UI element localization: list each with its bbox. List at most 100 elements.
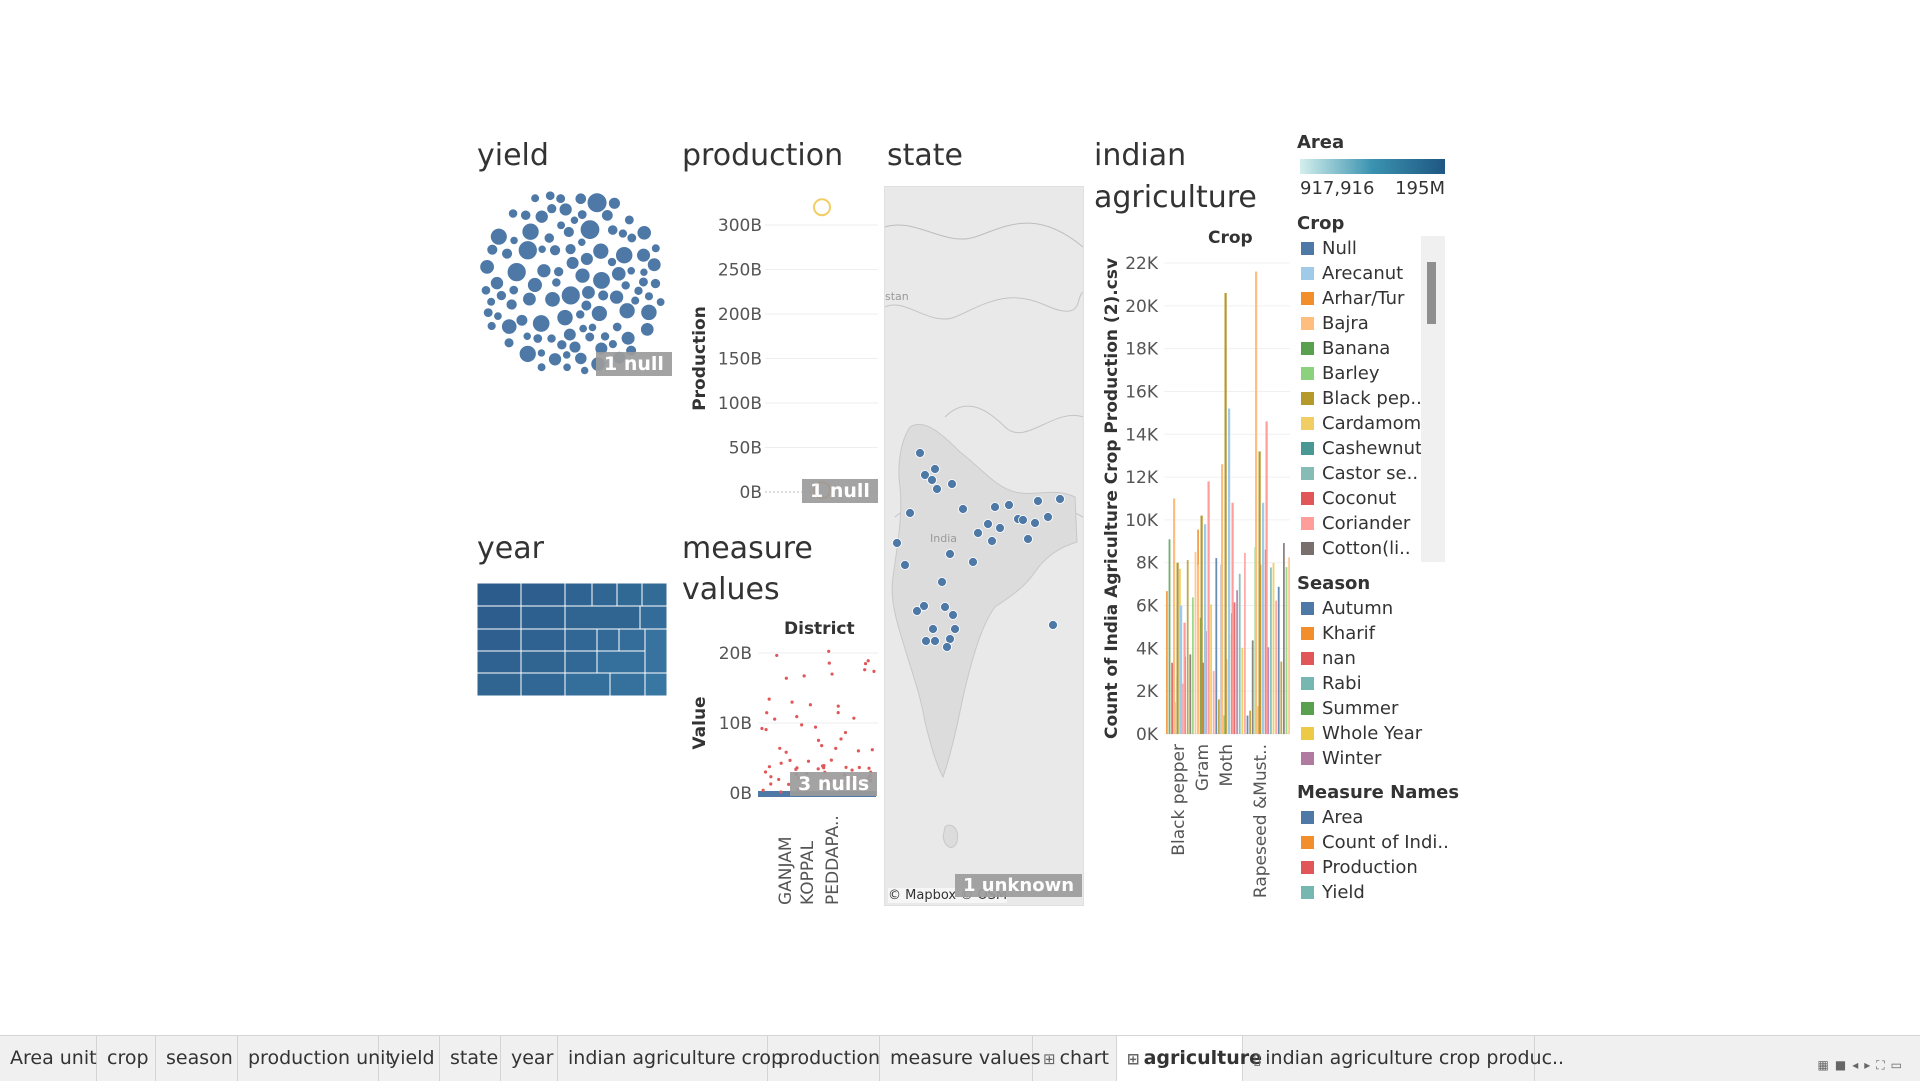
measure_names-legend-item[interactable]: Count of Indi.. bbox=[1301, 830, 1451, 855]
yield-bubble[interactable] bbox=[609, 289, 624, 305]
yield-bubble[interactable] bbox=[561, 285, 581, 306]
treemap-cell[interactable] bbox=[641, 583, 667, 607]
measure_names-legend-item[interactable]: Production bbox=[1301, 855, 1451, 880]
yield-bubble[interactable] bbox=[577, 237, 587, 247]
production-point[interactable] bbox=[764, 727, 768, 732]
state-unknown-badge[interactable]: 1 unknown bbox=[955, 874, 1083, 897]
production-point[interactable] bbox=[834, 746, 838, 750]
treemap-cell[interactable] bbox=[520, 605, 566, 630]
crop-series-bar[interactable] bbox=[1207, 481, 1210, 734]
state-point[interactable] bbox=[900, 560, 910, 570]
yield-bubble[interactable] bbox=[522, 331, 532, 341]
yield-bubble[interactable] bbox=[586, 192, 608, 213]
crop-series-bar[interactable] bbox=[1180, 605, 1183, 734]
crop-legend-item[interactable]: Cashewnut bbox=[1301, 436, 1429, 461]
crop-series-bar[interactable] bbox=[1176, 562, 1179, 734]
state-point[interactable] bbox=[930, 464, 940, 474]
production-point[interactable] bbox=[778, 746, 782, 750]
treemap-cell[interactable] bbox=[520, 628, 566, 652]
yield-bubble[interactable] bbox=[607, 257, 617, 267]
production-point[interactable] bbox=[790, 700, 794, 704]
tab-agriculture[interactable]: ⊞ agriculture bbox=[1117, 1036, 1262, 1081]
stop-icon[interactable]: ■ bbox=[1834, 1058, 1853, 1072]
yield-bubble[interactable] bbox=[562, 362, 572, 372]
production-point[interactable] bbox=[788, 758, 792, 762]
crop-series-bar[interactable] bbox=[1183, 622, 1186, 734]
yield-bubble[interactable] bbox=[530, 193, 540, 203]
treemap-cell[interactable] bbox=[477, 605, 522, 630]
crop-bar[interactable] bbox=[1218, 699, 1220, 734]
tab-measure-values[interactable]: measure values bbox=[880, 1036, 1041, 1081]
production-point[interactable] bbox=[836, 711, 840, 715]
yield-bubble[interactable] bbox=[501, 318, 518, 335]
crop-series-bar[interactable] bbox=[1200, 515, 1203, 734]
crop-bar[interactable] bbox=[1288, 557, 1290, 734]
tab-crop[interactable]: crop bbox=[97, 1036, 156, 1081]
state-point[interactable] bbox=[919, 601, 929, 611]
yield-bubble[interactable] bbox=[568, 340, 582, 354]
yield-bubble[interactable] bbox=[574, 267, 591, 284]
season-legend-item[interactable]: Winter bbox=[1301, 746, 1451, 771]
crop-bar[interactable] bbox=[1244, 552, 1246, 734]
yield-bubble[interactable] bbox=[518, 240, 538, 260]
crop-bar[interactable] bbox=[1241, 647, 1244, 734]
crop-bar[interactable] bbox=[1192, 597, 1194, 734]
state-point[interactable] bbox=[995, 523, 1005, 533]
treemap-cell[interactable] bbox=[564, 605, 641, 630]
yield-bubble[interactable] bbox=[640, 322, 655, 337]
treemap-cell[interactable] bbox=[644, 628, 667, 674]
production-point[interactable] bbox=[839, 737, 843, 741]
crop-bar[interactable] bbox=[1215, 558, 1218, 734]
crop-bar[interactable] bbox=[1277, 586, 1280, 734]
grid-view-icon[interactable]: ▦ bbox=[1817, 1058, 1835, 1072]
crop-legend[interactable]: Null Arecanut Arhar/Tur Bajra Banana Barley Bl… bbox=[1297, 236, 1447, 562]
crop-series-bar[interactable] bbox=[1258, 451, 1261, 734]
yield-bubble[interactable] bbox=[486, 297, 496, 307]
production-point[interactable] bbox=[769, 775, 773, 779]
yield-bubble[interactable] bbox=[562, 350, 572, 360]
yield-bubble[interactable] bbox=[486, 321, 497, 331]
crop-series-bar[interactable] bbox=[1224, 292, 1227, 734]
yield-bubble[interactable] bbox=[607, 224, 619, 236]
treemap-cell[interactable] bbox=[596, 650, 646, 674]
state-point[interactable] bbox=[987, 536, 997, 546]
yield-bubble[interactable] bbox=[597, 289, 609, 302]
yield-bubble[interactable] bbox=[580, 299, 592, 312]
crop-bar[interactable] bbox=[1238, 573, 1241, 734]
state-point[interactable] bbox=[912, 606, 922, 616]
state-point[interactable] bbox=[892, 538, 902, 548]
crop-bar[interactable] bbox=[1285, 567, 1288, 734]
state-point[interactable] bbox=[930, 636, 940, 646]
yield-bubble[interactable] bbox=[577, 209, 588, 220]
production-point[interactable] bbox=[800, 723, 804, 727]
crop-series-bar[interactable] bbox=[1265, 421, 1268, 734]
crop-legend-item[interactable]: Coconut bbox=[1301, 486, 1429, 511]
state-point[interactable] bbox=[937, 577, 947, 587]
yield-bubble[interactable] bbox=[618, 302, 636, 320]
crop-bar[interactable] bbox=[1212, 671, 1215, 734]
prev-sheet-icon[interactable]: ◂ bbox=[1852, 1058, 1865, 1072]
production-point[interactable] bbox=[829, 758, 833, 762]
yield-bubble[interactable] bbox=[575, 309, 586, 320]
treemap-cell[interactable] bbox=[644, 672, 667, 696]
yield-bubble[interactable] bbox=[630, 295, 640, 306]
state-point[interactable] bbox=[1018, 515, 1028, 525]
tab-indian-agriculture-crop-produc-[interactable]: ▯ indian agriculture crop produc.. bbox=[1243, 1036, 1564, 1081]
crop-bar[interactable] bbox=[1186, 560, 1189, 734]
yield-bubble[interactable] bbox=[532, 314, 551, 333]
area-legend[interactable]: Area 917,916 195M bbox=[1297, 132, 1447, 199]
yield-bubble[interactable] bbox=[555, 193, 566, 204]
state-point[interactable] bbox=[945, 549, 955, 559]
tab-production-unit[interactable]: production unit bbox=[238, 1036, 393, 1081]
production-point[interactable] bbox=[773, 717, 777, 721]
treemap-cell[interactable] bbox=[477, 628, 522, 652]
tab-nav-controls[interactable]: ▦■◂▸⛶▭ bbox=[1818, 1058, 1909, 1073]
yield-bubble[interactable] bbox=[545, 190, 556, 201]
production-point[interactable] bbox=[777, 777, 781, 782]
production-point[interactable] bbox=[863, 662, 868, 666]
state-point[interactable] bbox=[928, 624, 938, 634]
production-point[interactable] bbox=[795, 715, 799, 719]
yield-bubble[interactable] bbox=[563, 328, 577, 342]
state-point[interactable] bbox=[983, 519, 993, 529]
yield-bubble[interactable] bbox=[621, 331, 636, 346]
